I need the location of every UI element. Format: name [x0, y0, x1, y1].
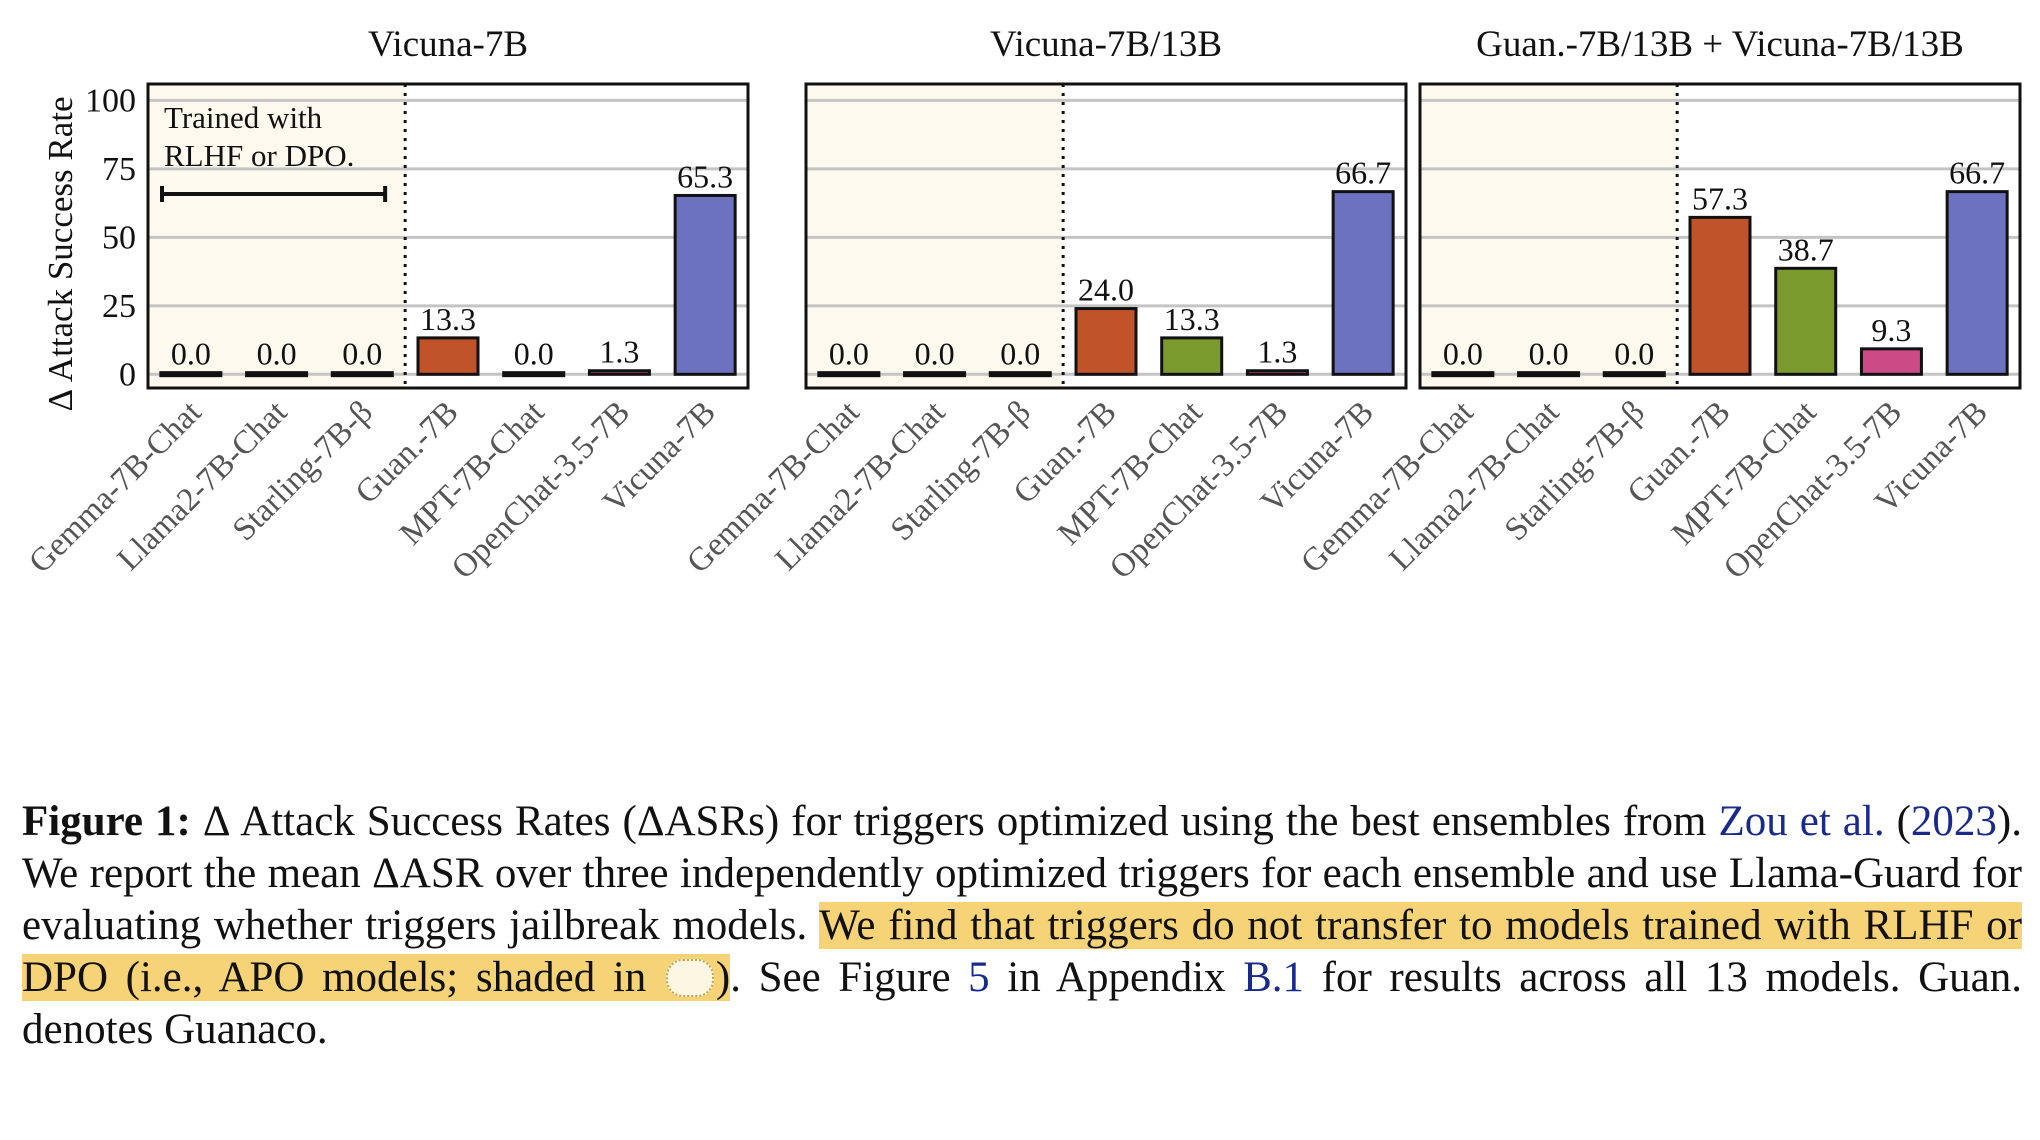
value-label: 38.7: [1778, 231, 1834, 267]
appendix-b1-link[interactable]: B.1: [1243, 954, 1305, 1001]
figure-5-link[interactable]: 5: [968, 954, 990, 1001]
bar-guan-7b: [416, 336, 480, 376]
value-label: 1.3: [1257, 334, 1297, 370]
value-label: 24.0: [1078, 272, 1134, 308]
y-tick-label: 75: [102, 151, 136, 188]
value-label: 0.0: [1000, 336, 1040, 372]
y-tick-label: 0: [119, 356, 136, 393]
chart-panels: 0.0 0.0 0.013.30.0 1.365.3Vicuna-7BGemma-7B…: [22, 24, 2022, 586]
bar-mpt-7b-chat: [1160, 336, 1224, 376]
y-tick-label: 50: [102, 219, 136, 256]
citation-year-link[interactable]: 2023: [1910, 798, 1997, 845]
caption-highlight-text-1: We find that triggers do not transfer to…: [22, 902, 2022, 1001]
y-tick-label: 100: [85, 82, 136, 119]
panel-title: Vicuna-7B: [368, 24, 528, 65]
panel-title: Guan.-7B/13B + Vicuna-7B/13B: [1476, 24, 1964, 65]
value-label: 0.0: [514, 336, 554, 372]
value-label: 13.3: [1164, 301, 1220, 337]
panel-1: 0.0 0.0 0.013.30.0 1.365.3Vicuna-7BGemma-7B…: [22, 24, 750, 586]
caption-text-6: for results across all 13 models. Guan. …: [22, 954, 2022, 1053]
value-label: 0.0: [1443, 336, 1483, 372]
caption-text-1: Δ Attack Success Rates (ΔASRs) for trigg…: [190, 798, 1719, 845]
caption-text-4: . See Figure: [730, 954, 969, 1001]
panel-title: Vicuna-7B/13B: [990, 24, 1222, 65]
panel-2: 0.0 0.0 0.024.013.31.366.7Vicuna-7B/13BGem…: [680, 24, 1408, 586]
bar-gemma-7b-chat: [817, 371, 881, 378]
bar-starling-7b-: [988, 371, 1052, 378]
bar-starling-7b-: [330, 371, 394, 378]
citation-authors-link[interactable]: Zou et al.: [1718, 798, 1885, 845]
caption-highlight-text-2: ): [715, 954, 731, 1001]
bar-gemma-7b-chat: [1431, 371, 1495, 378]
value-label: 66.7: [1949, 155, 2005, 191]
panel-frame: [146, 82, 750, 390]
bar-llama2-7b-chat: [903, 371, 967, 378]
y-axis-title: Δ Attack Success Rate: [41, 96, 80, 411]
figure-chart: Δ Attack Success Rate 0.0 0.0 0.0 13.3 0.0 1.…: [22, 24, 2022, 586]
value-label: 0.0: [829, 336, 869, 372]
value-label: 0.0: [915, 336, 955, 372]
bar-openchat-3-5-7b: [587, 369, 651, 376]
value-label: 66.7: [1335, 155, 1391, 191]
caption-label: Figure 1:: [22, 798, 191, 845]
bar-vicuna-7b: [1331, 190, 1395, 376]
bar-vicuna-7b: [673, 193, 737, 376]
bar-openchat-3-5-7b: [1245, 369, 1309, 376]
bar-mpt-7b-chat: [502, 371, 566, 378]
caption-text-2: (: [1884, 798, 1911, 845]
bar-starling-7b-: [1602, 371, 1666, 378]
bar-guan-7b: [1074, 307, 1138, 376]
figure-caption: Figure 1: Δ Attack Success Rates (ΔASRs)…: [22, 796, 2022, 1056]
panel-frame: [804, 82, 1408, 390]
panel-frame: [1418, 82, 2022, 390]
bar-llama2-7b-chat: [245, 371, 309, 378]
value-label: 65.3: [677, 158, 733, 194]
caption-text-5: in Appendix: [989, 954, 1244, 1001]
annotation-line-2: RLHF or DPO.: [164, 138, 354, 173]
shaded-swatch-icon: [665, 959, 714, 997]
value-label: 13.3: [420, 301, 476, 337]
y-tick-label: 25: [102, 288, 136, 325]
value-label: 1.3: [599, 334, 639, 370]
value-label: 57.3: [1692, 180, 1748, 216]
caption-text-3: ). We report the mean ΔASR over three in…: [22, 798, 2022, 949]
bar-guan-7b: [1688, 215, 1752, 376]
value-label: 0.0: [257, 336, 297, 372]
value-label: 0.0: [171, 336, 211, 372]
value-label: 0.0: [1529, 336, 1569, 372]
bar-mpt-7b-chat: [1774, 266, 1838, 376]
bar-openchat-3-5-7b: [1859, 347, 1923, 376]
value-label: 0.0: [1614, 336, 1654, 372]
bar-llama2-7b-chat: [1517, 371, 1581, 378]
value-label: 0.0: [342, 336, 382, 372]
value-label: 9.3: [1871, 312, 1911, 348]
annotation-line-1: Trained with: [164, 100, 323, 135]
bar-gemma-7b-chat: [159, 371, 223, 378]
bar-vicuna-7b: [1945, 190, 2009, 376]
